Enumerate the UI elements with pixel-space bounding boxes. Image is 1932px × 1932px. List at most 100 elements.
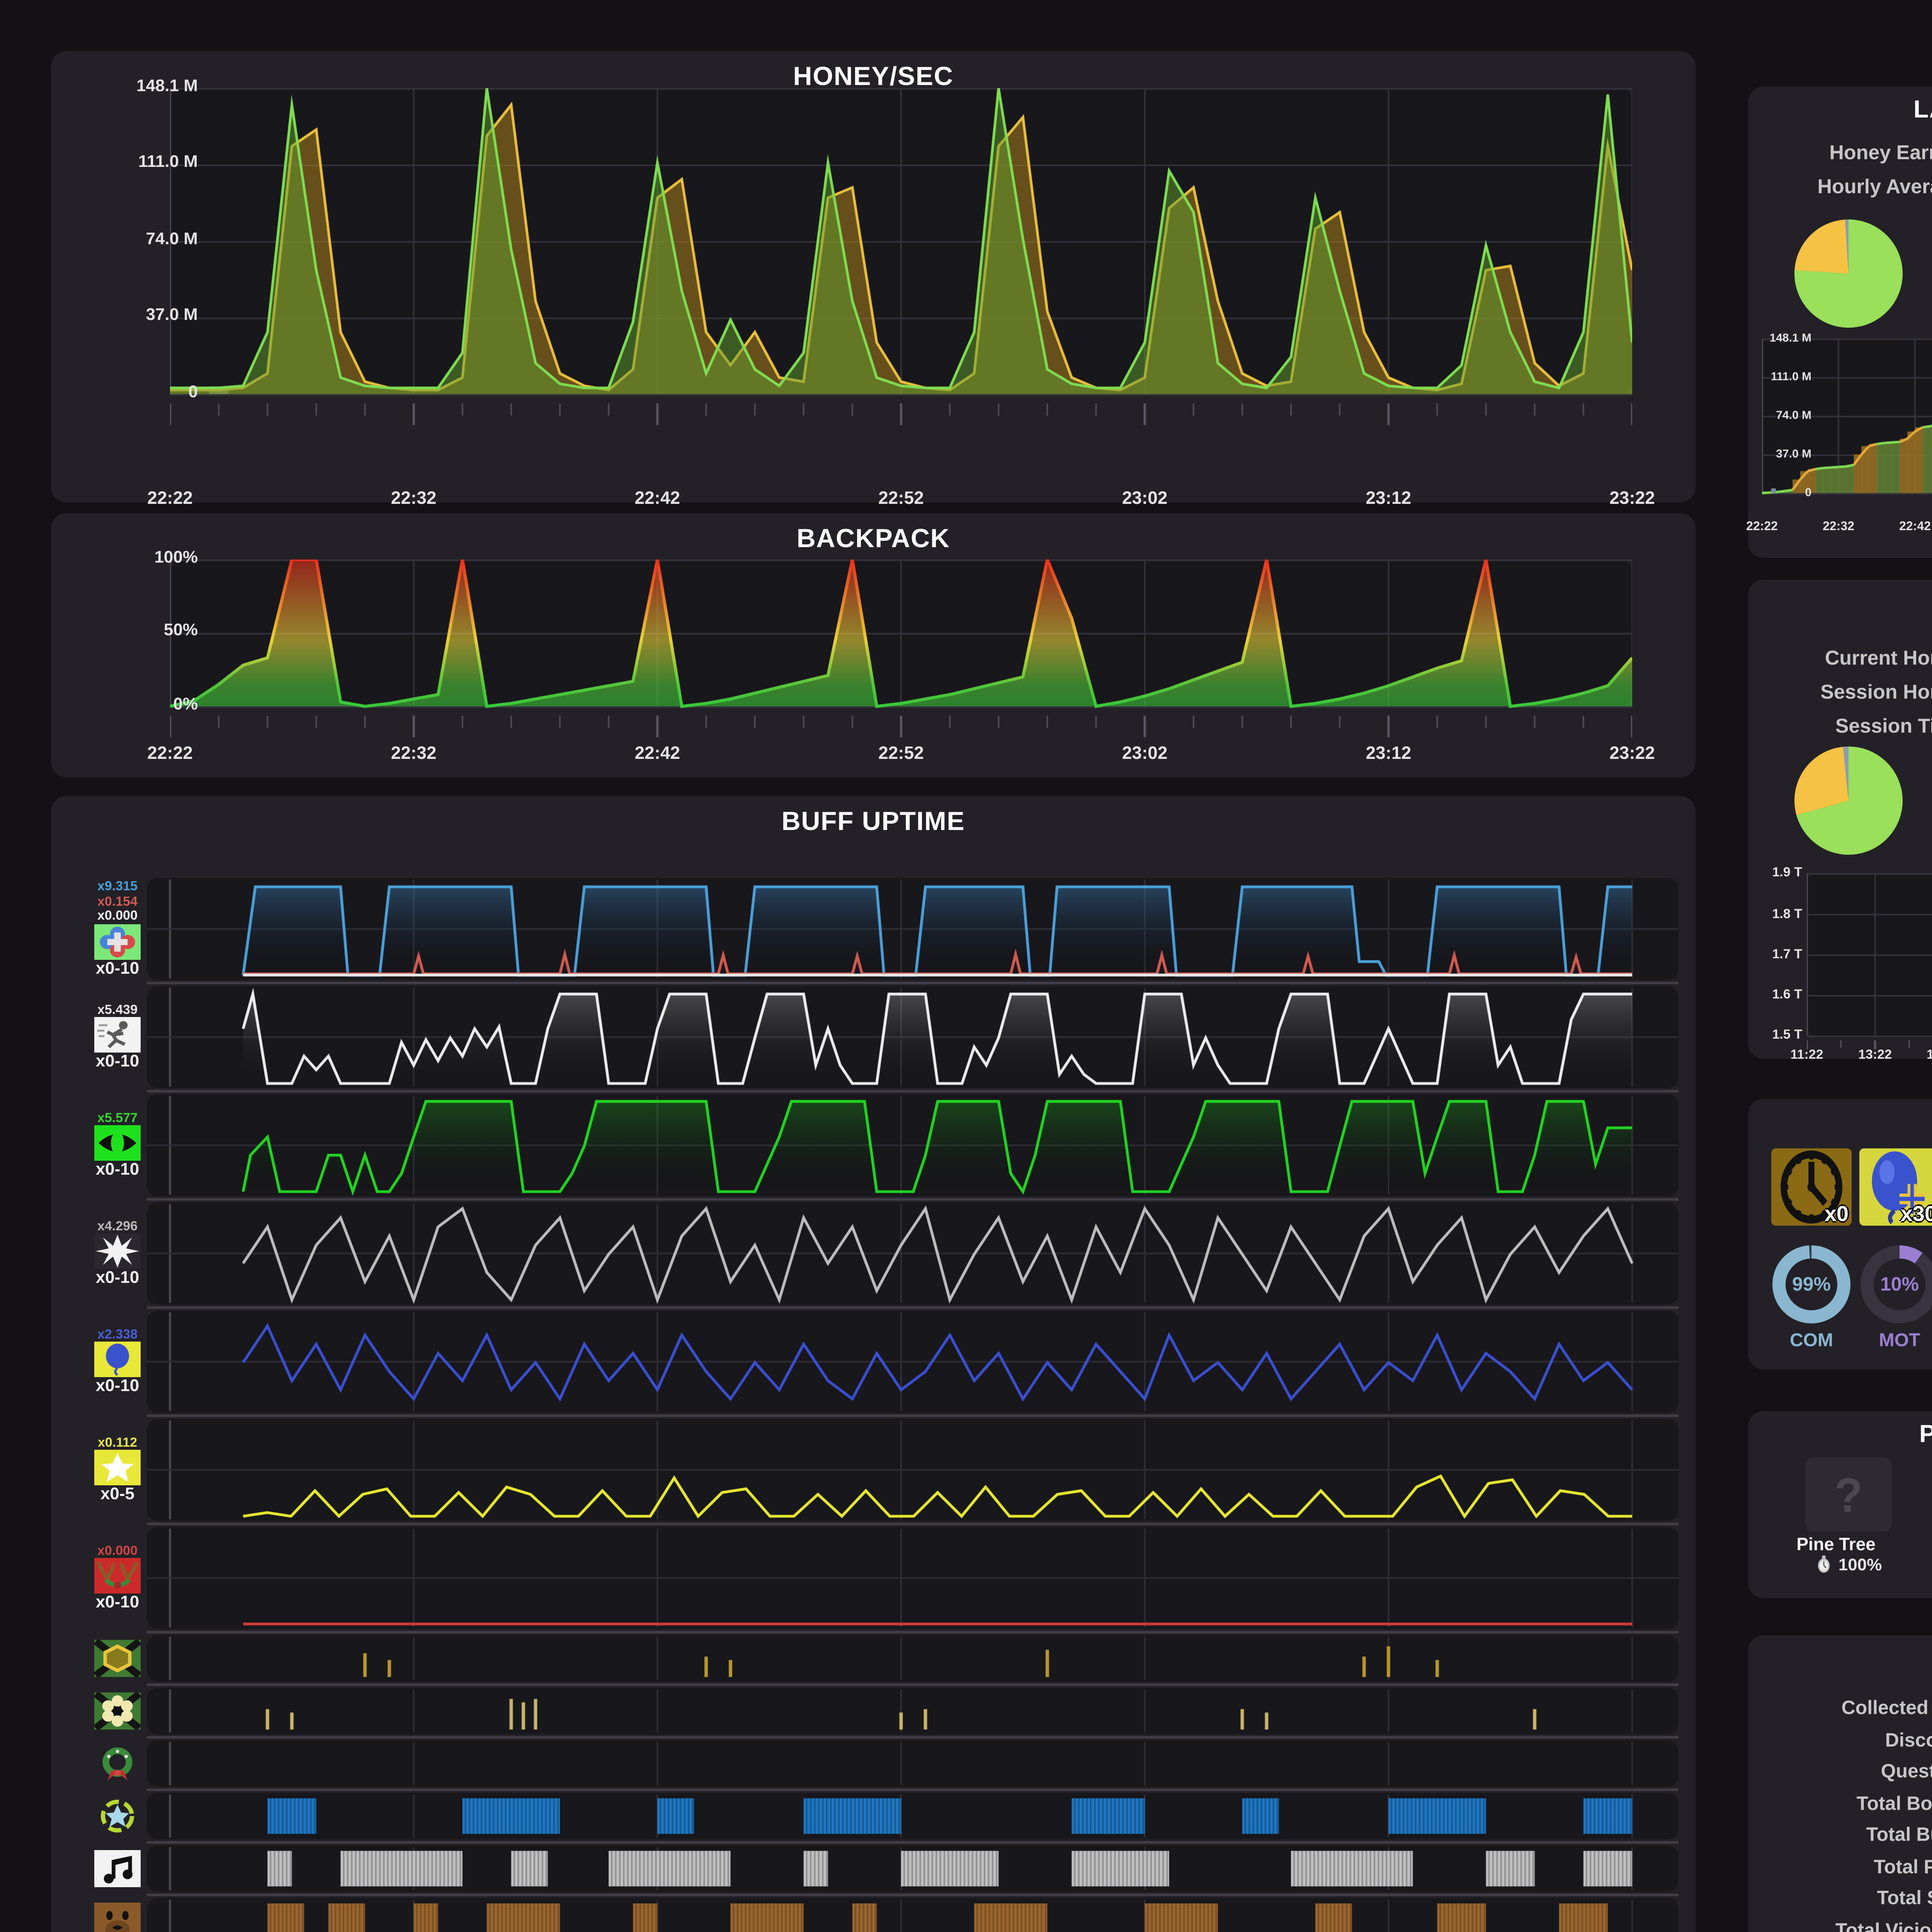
buff-row-gutter [73, 1635, 162, 1682]
stat-label: Collected Tickets [1841, 1697, 1932, 1719]
honey-x-label: 23:12 [1366, 490, 1412, 509]
session-y-label: 1.9 T [1772, 864, 1803, 880]
stopwatch-icon [1818, 1555, 1830, 1573]
backpack-x-label: 23:12 [1366, 745, 1412, 764]
planter-spider: Spider 100% [1921, 1454, 1932, 1575]
stat-label: Disconnects [1885, 1729, 1932, 1750]
session-y-label: 1.8 T [1772, 905, 1803, 921]
runner-icon [94, 1017, 141, 1053]
honey-x-label: 23:22 [1609, 490, 1655, 509]
planter-name: Pine Tree [1782, 1535, 1915, 1555]
last-hour-mini-y-label: 74.0 M [1776, 408, 1811, 422]
last-hour-mini-x-label: 22:32 [1823, 519, 1854, 533]
buff-tile-clock: x0 [1771, 1148, 1852, 1226]
music-note-icon [94, 1850, 141, 1887]
honey-y-label: 111.0 M [138, 153, 198, 172]
backpack-y-label: 0% [173, 695, 198, 714]
legend-label: Convert [1931, 790, 1932, 808]
last-hour-mini-y-label: 37.0 M [1776, 447, 1811, 461]
buff-row-multiplier: x4.296 [97, 1217, 138, 1233]
last-hour-pie [1794, 219, 1903, 335]
honey-sec-title: HONEY/SEC [793, 62, 954, 91]
buff-row-gutter: x5.577 x0-10 [73, 1094, 162, 1196]
stat-label: Total Bug Kills [1866, 1824, 1932, 1845]
planters-panel: PLANTERS ? Pine Tree 100% Spider 100% St… [1748, 1411, 1932, 1598]
buff-ring-com: 99% COM [1771, 1244, 1852, 1351]
ring-label: MOT [1879, 1329, 1920, 1351]
stat-label: Total Sprouts [1877, 1887, 1932, 1909]
ring-percent: 10% [1880, 1274, 1919, 1295]
planter-pine-tree: ? Pine Tree 100% [1782, 1454, 1915, 1575]
buff-row-range: x0-10 [95, 1378, 139, 1396]
honey-x-label: 22:52 [878, 490, 924, 509]
buff-uptime-title: BUFF UPTIME [781, 807, 965, 836]
buff-row-gutter [73, 1845, 162, 1892]
buff-multiplier: x0 [1824, 1201, 1849, 1226]
stats-title: STATS [1748, 1646, 1932, 1674]
balloon-icon [94, 1342, 141, 1378]
question-icon: ? [1805, 1458, 1892, 1532]
legend-label: Convert [1931, 266, 1932, 284]
buff-row-gutter: x9.315 x0.154 x0.000 x0-10 [73, 878, 162, 980]
bear-icon [94, 1903, 141, 1932]
backpack-chart [170, 560, 1632, 742]
buffs-title: BUFFS [1748, 1110, 1932, 1138]
buff-uptime-chart [147, 878, 1679, 1932]
session-chart [1807, 873, 1932, 1049]
last-hour-mini-y-label: 0 [1805, 485, 1811, 500]
moon-icon [1885, 1536, 1893, 1552]
honey-y-label: 37.0 M [146, 306, 198, 325]
buff-row-multiplier: x0.112 [97, 1434, 138, 1449]
honey-x-label: 22:42 [634, 490, 680, 509]
honey-hex-icon [94, 1640, 141, 1677]
buff-row-multiplier: x5.577 [97, 1109, 138, 1125]
backpack-x-label: 23:22 [1609, 745, 1655, 764]
session-pie [1794, 747, 1903, 862]
backpack-x-label: 22:32 [391, 745, 437, 764]
last-hour-mini-x-label: 22:42 [1899, 519, 1931, 533]
planter-name: Spider [1921, 1535, 1932, 1555]
backpack-title: BACKPACK [796, 524, 950, 553]
honey-y-label: 74.0 M [146, 230, 198, 249]
flower-icon [94, 1692, 141, 1730]
session-panel: SESSION Current Honey 1.9 T Session Hone… [1748, 580, 1932, 1062]
last-hour-panel: LAST HOUR Honey Earned 106.5 B ▼ Hourly … [1746, 87, 1932, 558]
last-hour-title: LAST HOUR [1913, 97, 1932, 124]
buff-row-range: x0-10 [95, 1269, 139, 1288]
star-icon [94, 1450, 141, 1486]
last-hour-mini-x-label: 22:22 [1746, 519, 1778, 533]
buff-row-multiplier: x0.000 [97, 1542, 138, 1558]
buff-row-multiplier: x0.000 [97, 908, 138, 923]
honey-sec-chart [170, 88, 1632, 431]
backpack-y-label: 100% [154, 548, 198, 567]
ring-label: COM [1790, 1329, 1833, 1351]
session-x-label: 11:22 [1790, 1046, 1823, 1062]
honey-x-label: 22:22 [147, 490, 193, 509]
last-hour-mini-y-label: 111.0 M [1770, 369, 1811, 384]
last-hour-mini-y-label: 148.1 M [1769, 331, 1811, 345]
honey-x-label: 23:02 [1122, 490, 1168, 509]
buff-multiplier: x30 [1900, 1201, 1932, 1226]
buff-row-gutter [73, 1793, 162, 1839]
buff-ring-mot: 10% MOT [1859, 1244, 1932, 1351]
session-y-label: 1.5 T [1772, 1027, 1803, 1043]
stat-label: Total Boss Kills [1856, 1792, 1932, 1814]
buff-row-gutter: x0.112 x0-5 [73, 1419, 162, 1521]
session-y-label: 1.7 T [1772, 946, 1803, 961]
backpack-y-label: 50% [163, 622, 198, 641]
stat-label: Total Planters [1874, 1855, 1932, 1877]
svg-text:?: ? [1835, 1468, 1863, 1522]
buff-uptime-panel: BUFF UPTIME x9.315 x0.154 x0.000 x0-10 x5.43… [51, 796, 1696, 1932]
planter-progress: 100% [1782, 1555, 1915, 1575]
star-badge-icon [94, 1798, 141, 1835]
buff-row-range: x0-10 [95, 960, 139, 979]
honey-sec-panel: HONEY/SEC 148.1 M 111.0 M 74.0 M 37.0 M 0 22:… [51, 51, 1696, 509]
buff-row-gutter: x5.439 x0-10 [73, 986, 162, 1088]
buff-row-gutter [73, 1740, 162, 1787]
last-hour-mini-chart [1762, 338, 1932, 515]
current-honey-label: Current Honey [1825, 646, 1932, 669]
buff-row-range: x0-10 [95, 1053, 139, 1072]
buff-row-gutter [73, 1688, 162, 1734]
buff-row-gutter: x0.000 x0-10 [73, 1527, 162, 1629]
